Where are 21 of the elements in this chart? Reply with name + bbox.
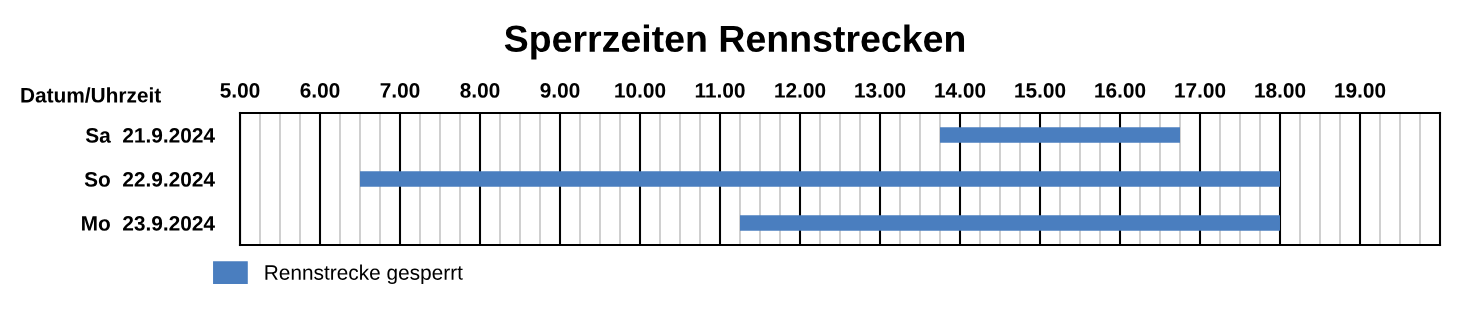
x-tick-label: 5.00 [220,83,260,98]
x-tick-label: 12.00 [775,83,826,98]
y-tick-label: Mo 23.9.2024 [82,216,215,231]
x-tick-label: 17.00 [1175,83,1226,98]
x-tick-label: 19.00 [1335,83,1386,98]
x-tick-label: 8.00 [460,83,500,98]
chart-title: Sperrzeiten Rennstrecken [504,24,965,60]
y-axis-title: Datum/Uhrzeit [21,87,161,103]
x-tick-label: 6.00 [300,83,340,98]
x-tick-label: 7.00 [380,83,420,98]
y-tick-label: So 22.9.2024 [84,172,215,187]
x-tick-label: 14.00 [935,83,986,98]
x-tick-label: 10.00 [615,83,666,98]
x-tick-label: 13.00 [855,83,906,98]
x-tick-label: 15.00 [1015,83,1066,98]
x-tick-label: 18.00 [1255,83,1306,98]
x-tick-label: 16.00 [1095,83,1146,98]
x-tick-label: 11.00 [695,83,745,98]
y-tick-label: Sa 21.9.2024 [85,128,215,143]
x-tick-label: 9.00 [540,83,580,98]
legend-label: Rennstrecke gesperrt [265,264,463,285]
